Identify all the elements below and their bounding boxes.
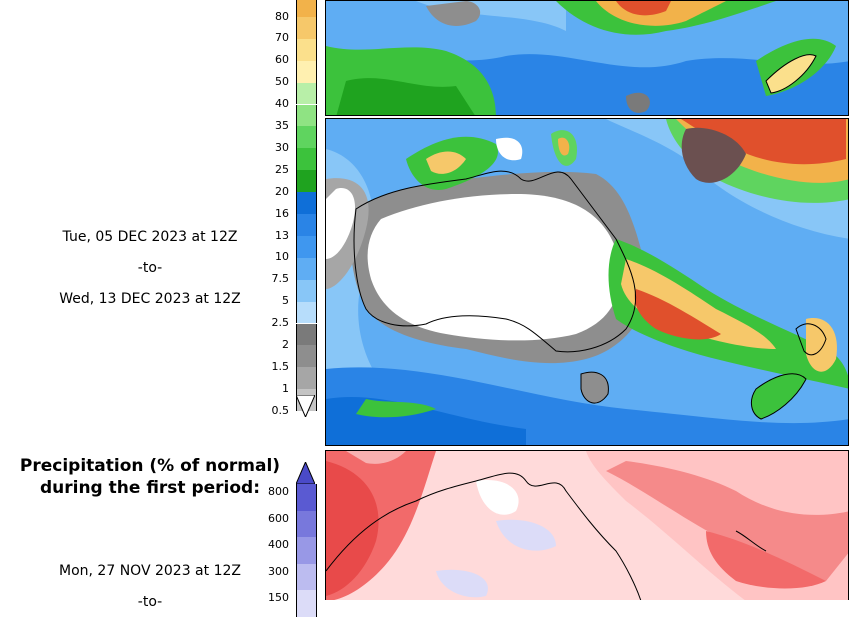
period-1-separator: -to-: [137, 594, 163, 610]
precip-legend-label: 40: [275, 97, 289, 111]
precip-legend-label: 60: [275, 53, 289, 67]
precip-legend-bin: [296, 60, 317, 83]
period-1-date-range: Mon, 27 NOV 2023 at 12Z -to-: [0, 560, 300, 618]
legend-bottom-arrow: [296, 395, 315, 417]
precip-legend-bin: [296, 345, 317, 368]
precip-legend-label: 80: [275, 9, 289, 23]
precip-legend-bin: [296, 235, 317, 258]
legend-top-arrow: [296, 462, 315, 484]
precip-legend-bin: [296, 214, 317, 236]
precip-legend-label: 20: [275, 184, 289, 198]
precip-legend-bin: [296, 148, 317, 171]
normal-legend-label: 300: [268, 564, 289, 578]
normal-legend-bin: [296, 484, 317, 511]
precip-legend-bin: [296, 104, 317, 127]
normal-legend-label: 800: [268, 485, 289, 498]
precip-legend-bin: [296, 38, 317, 61]
precip-legend-bin: [296, 82, 317, 105]
precip-legend-bin: [296, 279, 317, 302]
period-2-start: Tue, 05 DEC 2023 at 12Z: [62, 229, 238, 245]
precip-legend-label: 25: [275, 162, 289, 176]
precip-legend-label: 50: [275, 75, 289, 89]
precip-legend-label: 13: [275, 228, 289, 242]
period-2-end: Wed, 13 DEC 2023 at 12Z: [59, 291, 241, 307]
map-panel-period-1-precip: [325, 0, 849, 116]
period-2-date-range: Tue, 05 DEC 2023 at 12Z -to- Wed, 13 DEC…: [0, 226, 300, 315]
normal-legend-label: 600: [268, 511, 289, 525]
precip-legend-label: 2: [282, 338, 289, 351]
precip-legend-label: 2.5: [271, 316, 290, 330]
precip-legend-label: 7.5: [271, 272, 290, 286]
precip-legend-bin: [296, 367, 317, 390]
period-2-separator: -to-: [137, 260, 163, 276]
precip-legend-bin: [296, 0, 317, 17]
precip-legend-bin: [296, 301, 317, 324]
precip-legend-label: 10: [275, 250, 289, 264]
normal-legend-bin: [296, 510, 317, 537]
map-panel-2-svg: [326, 119, 848, 445]
map-panel-3-svg: [326, 451, 848, 600]
precip-legend-label: 5: [282, 294, 289, 308]
normal-legend-label: 400: [268, 538, 289, 551]
precip-legend-label: 1.5: [271, 359, 290, 373]
precip-legend-label: 70: [275, 31, 289, 45]
map-panel-period-2-precip: [325, 118, 849, 446]
precip-legend-label: 35: [275, 119, 289, 132]
period-1-start: Mon, 27 NOV 2023 at 12Z: [59, 563, 241, 579]
normal-legend-bin: [296, 563, 317, 590]
normal-title-line-2: during the first period:: [39, 478, 261, 498]
precip-legend-bin: [296, 170, 317, 193]
map-panel-1-svg: [326, 1, 848, 115]
precip-legend-bin: [296, 323, 317, 346]
normal-legend-bin: [296, 537, 317, 564]
precip-legend-bin: [296, 257, 317, 280]
precip-legend-label: 0.5: [271, 403, 290, 417]
map-panel-percent-normal: [325, 450, 849, 600]
precip-legend-bin: [296, 192, 317, 214]
precip-legend-label: 30: [275, 140, 289, 154]
precip-legend-bin: [296, 126, 317, 149]
normal-title-line-1: Precipitation (% of normal): [19, 456, 281, 476]
precip-legend-bin: [296, 16, 317, 39]
precip-legend-label: 16: [275, 206, 289, 220]
normal-legend-title: Precipitation (% of normal) during the f…: [0, 455, 300, 499]
precip-legend-label: 1: [282, 381, 289, 395]
